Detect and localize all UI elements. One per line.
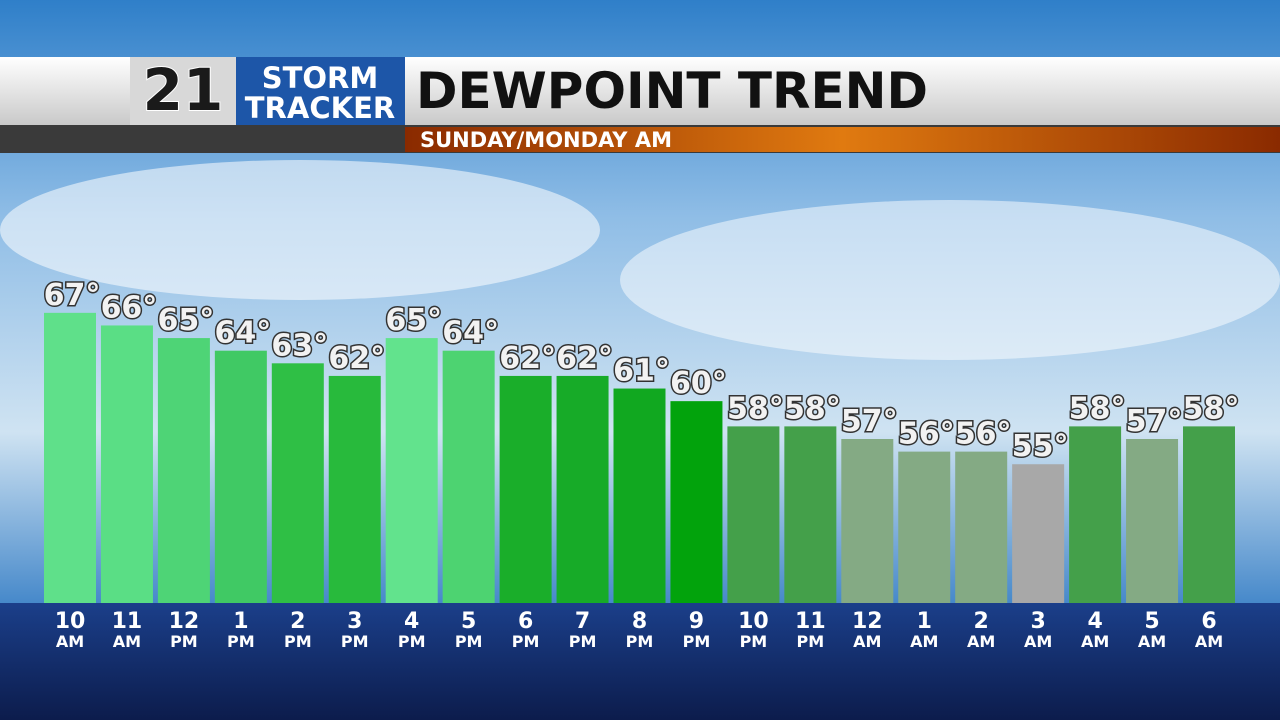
bar (100, 325, 153, 603)
value-label: 65° (385, 303, 442, 338)
logo-text-box (236, 57, 405, 125)
footer-band (0, 603, 1280, 720)
logo-line: TRACKER (245, 91, 395, 125)
value-label: 55° (1012, 429, 1069, 464)
x-tick-label: 10 PM (738, 609, 769, 651)
x-tick-label: 6 PM (512, 609, 540, 651)
logo-number: 21 (143, 56, 224, 124)
x-tick-label: 11 AM (112, 609, 143, 651)
value-label: 62° (499, 341, 556, 376)
bar (784, 426, 837, 603)
value-label: 58° (1069, 391, 1126, 426)
value-label: 58° (1183, 391, 1240, 426)
bar (1069, 426, 1122, 603)
bar (727, 426, 780, 603)
bar (556, 375, 609, 603)
bar (214, 350, 267, 603)
x-tick-label: 11 PM (795, 609, 826, 651)
value-label: 58° (784, 391, 841, 426)
value-label: 60° (670, 366, 727, 401)
x-tick-label: 7 PM (569, 609, 597, 651)
logo-number-box (130, 57, 236, 125)
value-label: 62° (556, 341, 613, 376)
value-label: 66° (101, 290, 158, 325)
value-label: 64° (442, 316, 499, 351)
x-tick-label: 5 AM (1138, 609, 1166, 651)
value-label: 57° (1126, 404, 1183, 439)
x-tick-label: 6 AM (1195, 609, 1223, 651)
bar (328, 375, 381, 603)
value-label: 62° (328, 341, 385, 376)
bar (499, 375, 552, 603)
x-tick-label: 5 PM (455, 609, 483, 651)
x-tick-label: 4 AM (1081, 609, 1109, 651)
x-tick-label: 9 PM (683, 609, 711, 651)
value-label: 57° (841, 404, 898, 439)
value-label: 67° (44, 278, 101, 313)
x-tick-label: 1 AM (910, 609, 938, 651)
x-tick-label: 12 PM (169, 609, 200, 651)
chart-title: DEWPOINT TREND (416, 62, 928, 120)
bar (157, 338, 210, 603)
x-tick-label: 12 AM (852, 609, 883, 651)
bar (442, 350, 495, 603)
bar (44, 312, 96, 603)
x-tick-label: 10 AM (55, 609, 86, 651)
value-label: 56° (898, 417, 955, 452)
bar (271, 363, 324, 603)
x-tick-label: 2 PM (284, 609, 312, 651)
value-label: 64° (214, 316, 271, 351)
chart-subtitle: SUNDAY/MONDAY AM (420, 128, 672, 152)
bar (898, 451, 951, 603)
value-label: 58° (727, 391, 784, 426)
bar (613, 388, 666, 603)
bar (670, 401, 723, 603)
cloud (0, 160, 600, 300)
value-label: 65° (158, 303, 215, 338)
bar (955, 451, 1008, 603)
x-tick-label: 1 PM (227, 609, 255, 651)
logo-line: STORM (262, 61, 379, 95)
bar (841, 439, 894, 603)
bar (385, 338, 438, 603)
bar (1012, 464, 1065, 603)
bar (1183, 426, 1235, 603)
bar (1126, 439, 1179, 603)
x-tick-label: 2 AM (967, 609, 995, 651)
x-tick-label: 4 PM (398, 609, 426, 651)
value-label: 63° (271, 328, 328, 363)
x-tick-label: 3 PM (341, 609, 369, 651)
x-tick-label: 3 AM (1024, 609, 1052, 651)
cloud (620, 200, 1280, 360)
subtitle-bar (405, 127, 1280, 152)
value-label: 56° (955, 417, 1012, 452)
value-label: 61° (613, 354, 670, 389)
x-tick-label: 8 PM (626, 609, 654, 651)
